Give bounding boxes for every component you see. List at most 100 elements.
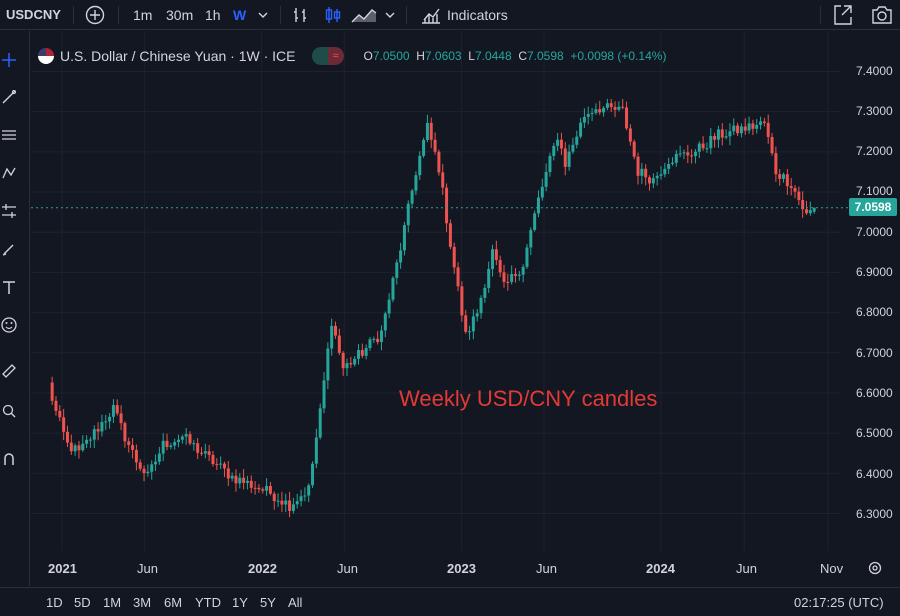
range-all[interactable]: All — [288, 595, 303, 610]
camera-icon[interactable] — [870, 0, 894, 30]
candle-body — [613, 107, 617, 110]
candle-body — [276, 500, 280, 502]
candles-icon[interactable] — [323, 0, 343, 30]
candle-body — [766, 122, 770, 137]
interval-1h[interactable]: 1h — [205, 7, 221, 23]
indicators-icon[interactable] — [420, 0, 442, 30]
candle-body — [154, 461, 158, 465]
area-chart-icon[interactable] — [350, 0, 378, 30]
candle-body — [701, 143, 705, 149]
range-6m[interactable]: 6M — [164, 595, 183, 610]
price-chart[interactable] — [31, 31, 900, 586]
brush-icon[interactable] — [0, 235, 18, 263]
range-1m[interactable]: 1M — [103, 595, 122, 610]
symbol-search[interactable]: USDCNY — [6, 7, 61, 22]
time-tick: Jun — [137, 561, 158, 576]
range-5y[interactable]: 5Y — [260, 595, 276, 610]
candle-body — [487, 269, 491, 288]
range-1y[interactable]: 1Y — [232, 595, 248, 610]
candle-body — [728, 131, 732, 137]
range-5d[interactable]: 5D — [74, 595, 91, 610]
candle-body — [391, 277, 395, 300]
candle-body — [318, 408, 322, 438]
zoom-icon[interactable] — [0, 397, 18, 425]
candle-body — [184, 434, 188, 437]
candle-body — [307, 485, 311, 496]
candle-body — [169, 445, 173, 448]
candle-body — [238, 477, 242, 484]
candle-body — [625, 107, 629, 129]
candle-body — [548, 155, 552, 172]
interval-dropdown-icon[interactable] — [256, 0, 270, 30]
candle-body — [709, 135, 713, 149]
axis-settings-icon[interactable] — [867, 560, 883, 581]
text-tool-icon[interactable] — [0, 273, 18, 301]
candle-body — [356, 349, 360, 359]
range-3m[interactable]: 3M — [133, 595, 152, 610]
chart-type-dropdown-icon[interactable] — [383, 0, 397, 30]
candle-body — [445, 187, 449, 224]
candle-body — [644, 168, 648, 178]
candle-body — [322, 380, 326, 409]
utc-clock[interactable]: 02:17:25 (UTC) — [794, 595, 884, 610]
candle-body — [513, 273, 517, 276]
candle-body — [475, 313, 479, 317]
candlestick-chart[interactable] — [31, 31, 900, 586]
candle-body — [364, 348, 368, 356]
us-flag-icon — [38, 48, 54, 64]
candle-body — [793, 187, 797, 192]
range-ytd[interactable]: YTD — [195, 595, 221, 610]
candle-body — [62, 417, 66, 432]
candle-body — [383, 313, 387, 331]
candle-body — [464, 315, 468, 332]
candle-body — [376, 338, 380, 343]
range-1d[interactable]: 1D — [46, 595, 63, 610]
forecast-icon[interactable] — [0, 197, 18, 225]
candle-body — [387, 299, 391, 314]
market-status-pill[interactable]: ≈ — [311, 47, 344, 65]
fib-icon[interactable] — [0, 121, 18, 149]
candle-body — [586, 114, 590, 117]
candle-body — [406, 203, 410, 226]
candle-body — [759, 121, 763, 125]
interval-30m[interactable]: 30m — [166, 7, 194, 23]
candle-body — [418, 155, 422, 176]
emoji-icon[interactable] — [0, 311, 18, 339]
open-value: 7.0500 — [372, 49, 410, 63]
candle-body — [337, 335, 341, 353]
candle-body — [659, 174, 663, 176]
add-symbol-icon[interactable] — [85, 0, 105, 30]
time-tick: 2024 — [646, 561, 675, 576]
candle-body — [716, 129, 720, 140]
candle-body — [448, 223, 452, 247]
interval-1m[interactable]: 1m — [133, 7, 153, 23]
candle-body — [399, 250, 403, 263]
trend-line-icon[interactable] — [0, 83, 18, 111]
fullscreen-icon[interactable] — [832, 0, 854, 30]
drawing-toolbar — [0, 31, 30, 586]
candle-body — [58, 410, 62, 418]
ruler-icon[interactable] — [0, 357, 18, 385]
price-tick: 6.4000 — [856, 467, 893, 481]
chart-annotation[interactable]: Weekly USD/CNY candles — [399, 386, 658, 411]
bar-style-icon[interactable] — [291, 0, 311, 30]
candle-body — [797, 191, 801, 201]
price-tick: 6.8000 — [856, 305, 893, 319]
price-tick: 6.5000 — [856, 426, 893, 440]
time-tick: Nov — [820, 561, 844, 576]
interval-w[interactable]: W — [233, 7, 247, 23]
candle-body — [134, 449, 138, 463]
price-tick: 6.7000 — [856, 346, 893, 360]
candle-body — [540, 186, 544, 198]
candle-body — [736, 125, 740, 134]
pattern-icon[interactable] — [0, 159, 18, 187]
crosshair-icon[interactable] — [0, 46, 18, 74]
candle-body — [452, 246, 456, 268]
candle-body — [713, 135, 717, 140]
time-tick: Jun — [736, 561, 757, 576]
candle-body — [498, 259, 502, 273]
magnet-icon[interactable] — [0, 445, 18, 473]
candle-body — [533, 213, 537, 230]
candle-body — [379, 330, 383, 343]
indicators-button[interactable]: Indicators — [447, 7, 508, 23]
